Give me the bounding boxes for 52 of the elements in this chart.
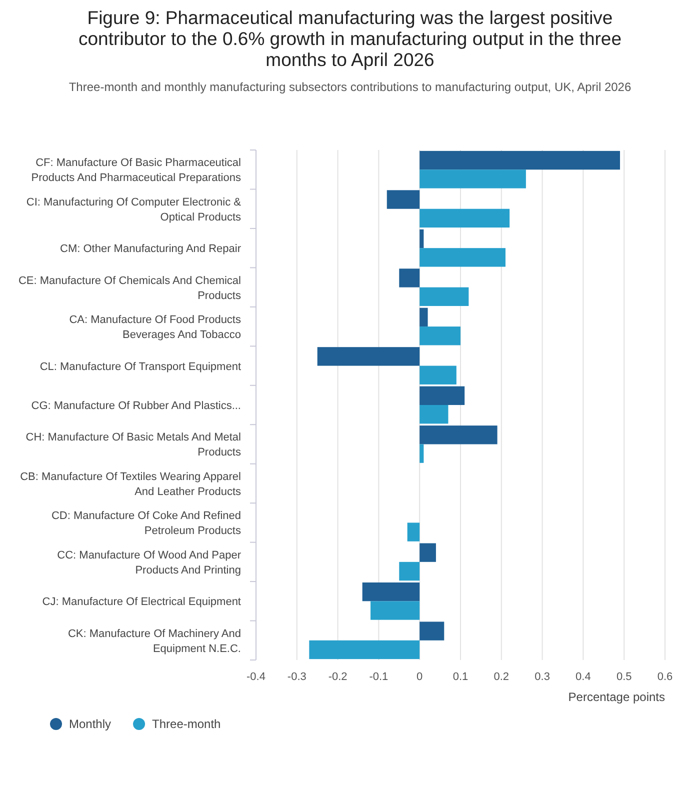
y-tick-label: CL: Manufacture Of Transport Equipment <box>40 360 241 373</box>
bar <box>420 308 428 327</box>
x-tick-label: 0.5 <box>616 670 632 683</box>
bar <box>420 248 506 267</box>
bar <box>420 386 465 405</box>
bar <box>420 366 456 384</box>
x-tick-label: 0.6 <box>657 670 673 683</box>
chart-title: Figure 9: Pharmaceutical manufacturing was the largest positive contributor to the 0.6% growth in manufacturing output in the three months to April 2026 <box>78 7 622 70</box>
bar <box>420 444 424 463</box>
y-tick-label: CH: Manufacture Of Basic Metals And Metal Products <box>26 432 242 459</box>
y-tick-label: CE: Manufacture Of Chemicals And Chemical Products <box>18 274 242 302</box>
x-tick-label: -0.1 <box>369 670 388 683</box>
bar <box>420 405 448 424</box>
bar <box>407 522 420 542</box>
bar <box>420 426 498 444</box>
y-tick-label: CJ: Manufacture Of Electrical Equipment <box>42 596 241 608</box>
x-tick-label: 0.4 <box>576 670 591 683</box>
bar <box>420 150 620 170</box>
y-tick-label: CC: Manufacture Of Wood And Paper Products And Printing <box>57 549 242 576</box>
y-tick-label: CF: Manufacture Of Basic Pharmaceutical Products And Pharmaceutical Preparations <box>31 157 242 184</box>
x-tick-label: -0.2 <box>328 670 348 683</box>
y-tick-label: CD: Manufacture Of Coke And Refined Petroleum Products <box>51 510 242 538</box>
bar <box>420 229 424 248</box>
bar <box>420 208 510 228</box>
x-axis-title: Percentage points <box>568 690 665 704</box>
bar <box>386 190 420 209</box>
y-tick-label: CA: Manufacture Of Food Products Beverages And Tobacco <box>69 314 242 342</box>
x-tick-label: -0.3 <box>287 670 306 683</box>
x-tick-label: -0.4 <box>246 670 266 683</box>
y-tick-label: CM: Other Manufacturing And Repair <box>60 243 242 256</box>
bar <box>362 582 420 602</box>
x-tick-label: 0.3 <box>534 670 550 683</box>
y-tick-label: CI: Manufacturing Of Computer Electronic & Optical Products <box>26 196 242 224</box>
bar <box>420 622 444 640</box>
y-tick-label: CG: Manufacture Of Rubber And Plastics... <box>31 400 241 412</box>
bar <box>399 562 420 581</box>
x-tick-label: 0.1 <box>452 670 468 683</box>
bar <box>399 268 420 288</box>
bar <box>370 601 420 620</box>
bar <box>309 640 420 660</box>
chart-subtitle: Three-month and monthly manufacturing subsectors contributions to manufacturing output, UK, April 2026 <box>68 80 632 94</box>
bar <box>420 287 469 306</box>
legend-label: Monthly <box>69 717 112 731</box>
legend-label: Three-month <box>152 717 221 731</box>
y-tick-label: CK: Manufacture Of Machinery And Equipment N.E.C. <box>68 628 241 655</box>
bar <box>420 543 436 562</box>
y-tick-label: CB: Manufacture Of Textiles Wearing Apparel And Leather Products <box>20 470 242 498</box>
bar <box>420 326 460 346</box>
x-tick-label: 0.2 <box>494 670 510 683</box>
x-tick-label: 0 <box>416 670 423 683</box>
bar <box>420 170 526 188</box>
bar <box>317 347 420 366</box>
